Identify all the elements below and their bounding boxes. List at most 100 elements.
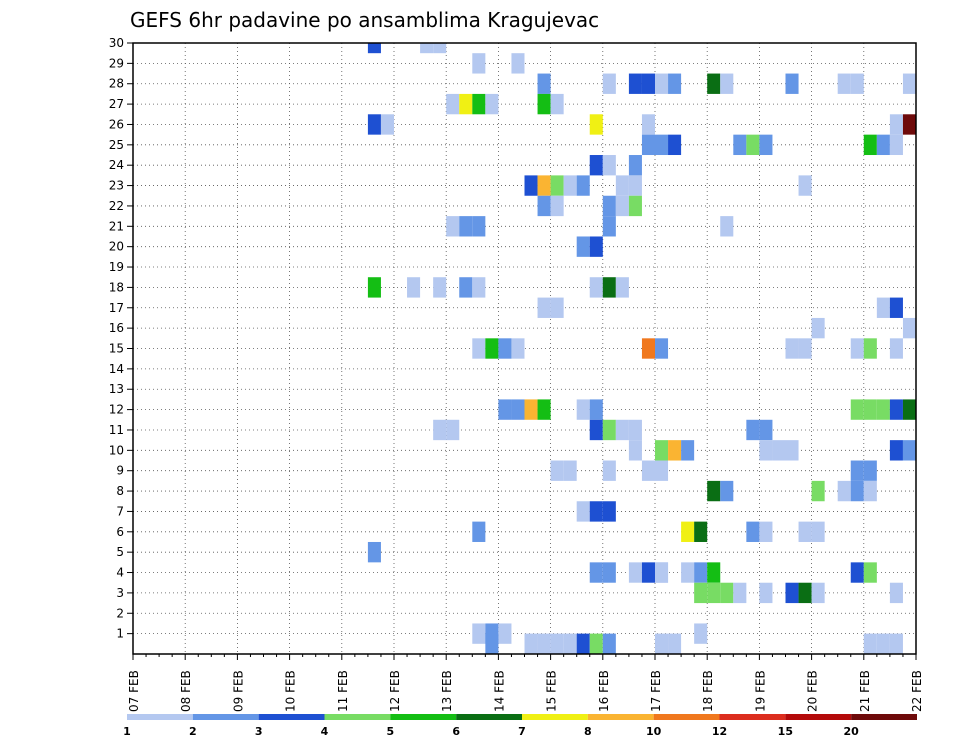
heatmap-cell [746, 521, 760, 542]
heatmap-cell [472, 338, 486, 359]
heatmap-cell [863, 399, 877, 420]
x-tick-label: 07 FEB [127, 670, 141, 712]
heatmap-cell [602, 195, 616, 217]
heatmap-cell [602, 633, 616, 654]
y-tick-label: 4 [116, 566, 124, 580]
heatmap-cell [628, 562, 642, 583]
colorbar-label: 12 [712, 725, 727, 738]
heatmap-cell [889, 582, 903, 604]
heatmap-cell [367, 277, 381, 298]
heatmap-cell [485, 338, 499, 359]
heatmap-cell [407, 277, 421, 298]
heatmap-cell [655, 440, 669, 461]
x-tick-label: 15 FEB [545, 670, 559, 712]
heatmap-cell [589, 633, 603, 654]
cells-layer [367, 43, 916, 654]
heatmap-cell [446, 419, 460, 441]
heatmap-cell [446, 93, 460, 115]
heatmap-cell [602, 216, 616, 237]
y-tick-label: 26 [109, 117, 124, 131]
heatmap-cell [589, 277, 603, 298]
heatmap-cell [589, 419, 603, 441]
heatmap-cell [589, 399, 603, 420]
heatmap-cell [472, 623, 486, 644]
heatmap-cell [602, 277, 616, 298]
heatmap-cell [694, 562, 708, 583]
x-tick-label: 16 FEB [597, 670, 611, 712]
heatmap-cell [589, 562, 603, 583]
x-tick-label: 09 FEB [231, 670, 245, 712]
heatmap-cell [628, 155, 642, 176]
heatmap-cell [707, 582, 721, 604]
heatmap-cell [589, 501, 603, 522]
y-tick-label: 15 [109, 342, 124, 356]
heatmap-cell [511, 338, 525, 359]
heatmap-cell [628, 440, 642, 461]
heatmap-cell [720, 73, 734, 94]
heatmap-cell [876, 399, 890, 420]
y-tick-label: 5 [116, 545, 124, 559]
heatmap-cell [902, 73, 916, 94]
heatmap-cell [746, 134, 760, 156]
y-tick-label: 11 [109, 423, 124, 437]
heatmap-cell [602, 73, 616, 94]
heatmap-cell [459, 93, 473, 115]
heatmap-cell [367, 114, 381, 135]
heatmap-cell [367, 43, 381, 54]
colorbar-label: 2 [189, 725, 197, 738]
y-tick-label: 28 [109, 77, 124, 91]
y-tick-label: 8 [116, 484, 124, 498]
heatmap-cell [433, 419, 447, 441]
heatmap-cell [902, 114, 916, 135]
heatmap-cell [720, 216, 734, 237]
heatmap-cell [628, 175, 642, 196]
heatmap-cell [446, 216, 460, 237]
heatmap-cell [485, 93, 499, 115]
y-tick-label: 12 [109, 403, 124, 417]
y-tick-label: 25 [109, 138, 124, 152]
colorbar-swatch [719, 714, 786, 720]
heatmap-cell [576, 633, 590, 654]
colorbar-swatch [390, 714, 457, 720]
heatmap-cell [850, 399, 864, 420]
y-tick-label: 23 [109, 179, 124, 193]
heatmap-cell [902, 317, 916, 339]
heatmap-cell [837, 480, 851, 502]
heatmap-cell [498, 338, 512, 359]
chart-title: GEFS 6hr padavine po ansamblima Kragujev… [130, 8, 599, 32]
heatmap-cell [524, 175, 538, 196]
colorbar-label: 10 [646, 725, 662, 738]
heatmap-cell [380, 114, 394, 135]
heatmap-cell [668, 134, 682, 156]
heatmap-cell [367, 541, 381, 563]
y-tick-label: 21 [109, 219, 124, 233]
colorbar-swatch [192, 714, 259, 720]
y-tick-label: 6 [116, 525, 124, 539]
heatmap-cell [576, 399, 590, 420]
y-tick-label: 1 [116, 627, 124, 641]
heatmap-cell [576, 501, 590, 522]
heatmap-cell [641, 460, 655, 481]
axes-layer: 1234567891011121314151617181920212223242… [109, 36, 924, 712]
y-tick-label: 17 [109, 301, 124, 315]
heatmap-cell [602, 460, 616, 481]
heatmap-cell [798, 175, 812, 196]
y-tick-label: 19 [109, 260, 124, 274]
heatmap-cell [550, 93, 564, 115]
heatmap-cell [811, 582, 825, 604]
colorbar-swatch [456, 714, 522, 720]
heatmap-cell [785, 73, 799, 94]
y-tick-label: 16 [109, 321, 124, 335]
heatmap-cell [798, 338, 812, 359]
heatmap-cell [889, 440, 903, 461]
x-tick-label: 14 FEB [492, 670, 506, 712]
heatmap-cell [550, 460, 564, 481]
x-tick-label: 12 FEB [388, 670, 402, 712]
heatmap-cell [889, 114, 903, 135]
heatmap-cell [850, 480, 864, 502]
colorbar-swatch [324, 714, 391, 720]
heatmap-cell [628, 419, 642, 441]
heatmap-cell [602, 501, 616, 522]
y-tick-label: 24 [109, 158, 124, 172]
